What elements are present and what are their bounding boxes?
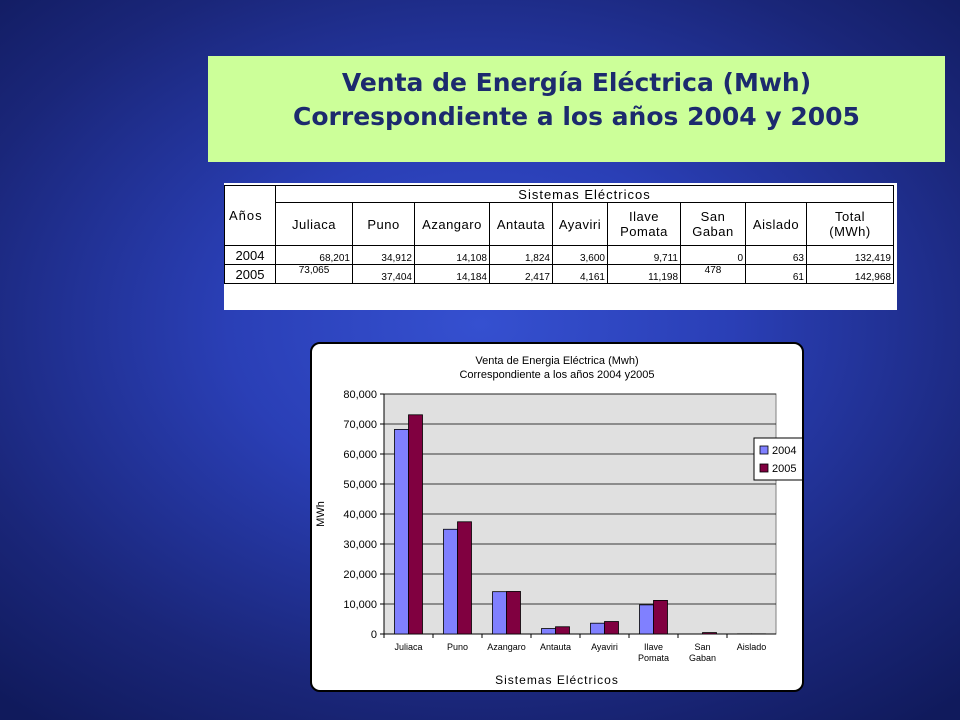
chart-title: Venta de Energia Eléctrica (Mwh) [475,355,638,367]
x-tick-label: Antauta [540,642,571,652]
bar-2005 [702,632,717,635]
x-axis-title: Sistemas Eléctricos [495,673,619,687]
value-cell: 14,184 [414,264,490,284]
value-cell: 68,201 [275,245,353,265]
table-row: 2005 73,065 37,404 14,184 2,417 4,161 11… [224,264,894,284]
year-cell: 2004 [224,245,276,265]
value-cell: 142,968 [806,264,894,284]
y-tick-label: 10,000 [343,599,377,611]
legend-label: 2005 [772,463,796,475]
legend-label: 2004 [772,445,796,457]
data-table: Años Sistemas Eléctricos Juliaca Puno Az… [224,185,894,284]
value-cell: 34,912 [352,245,415,265]
bar-2005 [506,591,521,635]
bar-2005 [653,600,668,635]
value-cell: 132,419 [806,245,894,265]
bar-2005 [408,414,423,635]
x-tick-label: Azangaro [487,642,526,652]
col-header: Azangaro [414,202,490,246]
y-tick-label: 0 [371,629,377,641]
value-cell: 3,600 [552,245,608,265]
chart-panel: Venta de Energia Eléctrica (Mwh) Correspo… [310,342,804,692]
x-tick-label: Juliaca [394,642,422,652]
value-cell: 14,108 [414,245,490,265]
value-cell: 9,711 [607,245,681,265]
bar-2004 [492,591,507,635]
group-header: Sistemas Eléctricos [275,185,894,203]
legend-swatch [759,445,769,455]
y-tick-label: 80,000 [343,389,377,401]
years-header: Años [224,185,276,246]
bar-2004 [443,528,458,635]
col-header: Ilave Pomata [607,202,681,246]
y-tick-label: 50,000 [343,479,377,491]
x-tick-label: Aislado [737,642,767,652]
value-cell: 73,065 [275,264,353,284]
col-header: Antauta [489,202,553,246]
slide-title-line2: Correspondiente a los años 2004 y 2005 [293,102,860,131]
x-tick-label: Puno [447,642,468,652]
value-cell: 0 [680,245,746,265]
bar-2004 [590,622,605,635]
value-cell: 37,404 [352,264,415,284]
y-tick-label: 60,000 [343,449,377,461]
col-header: Puno [352,202,415,246]
bar-2005 [604,621,619,635]
bar-2004 [541,628,556,635]
y-tick-label: 70,000 [343,419,377,431]
value-cell: 4,161 [552,264,608,284]
x-tick-label: Ilave Pomata [638,642,669,663]
bar-chart: Venta de Energia Eléctrica (Mwh) Correspo… [315,355,802,687]
chart-subtitle: Correspondiente a los años 2004 y2005 [459,369,654,381]
col-header: Aislado [745,202,807,246]
y-axis-title: MWh [315,501,327,527]
y-tick-label: 20,000 [343,569,377,581]
col-header: San Gaban [680,202,746,246]
table-row: 2004 68,201 34,912 14,108 1,824 3,600 9,… [224,245,894,265]
slide-title-line1: Venta de Energía Eléctrica (Mwh) [341,68,812,97]
value-cell: 478 [680,264,746,284]
y-tick-label: 40,000 [343,509,377,521]
legend-swatch [759,463,769,473]
bar-2004 [639,604,654,635]
y-tick-label: 30,000 [343,539,377,551]
bar-2004 [394,428,409,635]
value-cell: 2,417 [489,264,553,284]
value-cell: 1,824 [489,245,553,265]
value-cell: 61 [745,264,807,284]
year-cell: 2005 [224,264,276,284]
slide-title: Venta de Energía Eléctrica (Mwh) Corresp… [208,56,945,162]
bar-2005 [555,626,570,635]
data-table-panel: Años Sistemas Eléctricos Juliaca Puno Az… [224,183,897,310]
value-cell: 11,198 [607,264,681,284]
x-tick-label: Ayaviri [591,642,618,652]
col-header: Juliaca [275,202,353,246]
legend-box [753,437,802,481]
x-tick-label: San Gaban [689,642,716,663]
col-header: Total (MWh) [806,202,894,246]
value-cell: 63 [745,245,807,265]
bar-2005 [457,521,472,635]
col-header: Ayaviri [552,202,608,246]
